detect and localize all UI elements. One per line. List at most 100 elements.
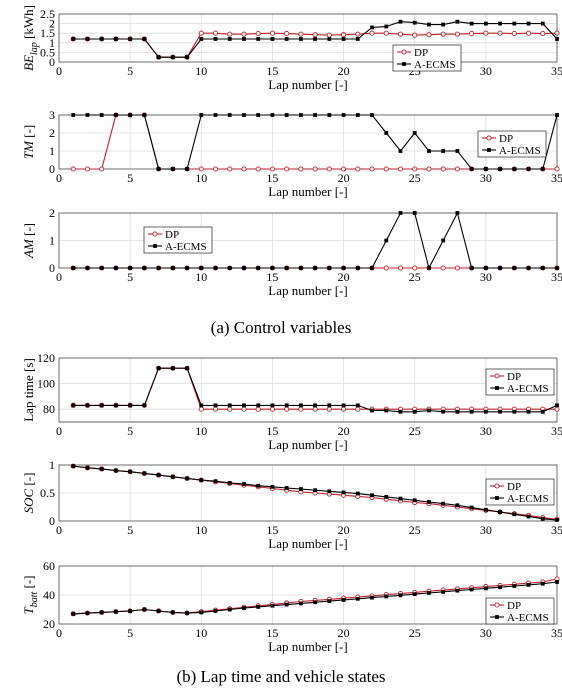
data-point-aecms (412, 131, 417, 135)
data-point-aecms (256, 604, 261, 609)
data-point-aecms (71, 611, 76, 616)
data-point-aecms (540, 581, 545, 586)
data-point-aecms (256, 37, 261, 41)
y-label-main: TM (21, 140, 36, 159)
data-point-aecms (71, 464, 76, 469)
y-label-main: T (21, 607, 36, 615)
data-point-aecms (156, 609, 161, 613)
data-point-aecms (85, 113, 90, 117)
x-axis-label: Lap number [-] (268, 639, 347, 654)
data-point-aecms (526, 582, 531, 587)
data-point-aecms (483, 167, 488, 171)
data-point-dp (298, 166, 304, 172)
data-point-dp (440, 166, 446, 172)
data-point-aecms (498, 21, 502, 26)
y-label-main: AM (21, 238, 36, 259)
data-point-aecms (370, 408, 374, 413)
data-point-dp (369, 166, 375, 172)
legend-box (485, 478, 555, 506)
data-point-aecms (199, 113, 204, 117)
data-point-aecms (427, 408, 431, 413)
data-point-aecms (427, 591, 431, 595)
data-point-aecms (469, 266, 474, 270)
data-point-dp (397, 166, 404, 172)
x-tick-label: 35 (551, 626, 562, 640)
data-point-aecms (170, 366, 175, 371)
data-point-aecms (355, 596, 360, 601)
data-point-aecms (256, 403, 261, 408)
data-point-aecms (114, 37, 118, 41)
x-tick-label: 10 (195, 626, 207, 640)
data-point-dp (412, 265, 418, 271)
data-point-aecms (270, 403, 275, 408)
data-point-aecms (227, 37, 232, 41)
data-point-aecms (284, 37, 289, 41)
data-point-aecms (498, 510, 502, 514)
data-point-aecms (142, 471, 147, 476)
data-point-aecms (270, 113, 275, 117)
x-tick-label: 30 (480, 523, 492, 537)
y-label-subscript: batt (29, 592, 40, 608)
data-point-dp (212, 406, 219, 412)
data-point-aecms (512, 512, 517, 517)
data-point-dp (454, 31, 460, 37)
legend-box (477, 130, 547, 158)
data-point-aecms (227, 607, 232, 612)
x-tick-label: 15 (266, 270, 278, 284)
data-point-aecms (85, 266, 90, 270)
x-axis-label: Lap number [-] (268, 184, 347, 199)
x-tick-label: 30 (480, 64, 492, 78)
data-point-aecms (540, 21, 545, 26)
x-tick-label: 20 (338, 523, 350, 537)
data-point-aecms (185, 167, 189, 171)
data-point-aecms (242, 113, 246, 117)
data-point-dp (426, 32, 432, 38)
data-point-dp (440, 265, 446, 271)
data-point-aecms (412, 498, 417, 503)
y-axis-label: BElap [kWh] (21, 5, 40, 71)
data-point-aecms (298, 37, 303, 41)
x-axis-label: Lap number [-] (268, 437, 347, 452)
data-point-dp (511, 31, 517, 37)
data-point-aecms (227, 481, 232, 485)
chart-laptime: 80 100 120 0 5 10 15 20 25 30 35 Lap number [-] Lap … (21, 351, 562, 452)
data-point-dp (241, 166, 247, 172)
y-axis-label: AM [-] (21, 223, 36, 259)
data-point-aecms (327, 489, 332, 494)
data-point-aecms (298, 113, 303, 117)
legend-marker-dp (494, 373, 500, 379)
data-point-aecms (270, 37, 275, 41)
data-point-dp (540, 31, 546, 37)
x-tick-label: 15 (266, 171, 278, 185)
data-point-aecms (71, 266, 76, 270)
data-point-aecms (199, 37, 204, 41)
data-point-aecms (85, 403, 90, 408)
data-point-aecms (498, 167, 502, 171)
data-point-aecms (469, 21, 474, 26)
data-point-aecms (441, 149, 446, 153)
x-tick-label: 15 (266, 523, 278, 537)
y-label-unit: [-] (21, 223, 36, 239)
data-point-dp (355, 166, 361, 172)
data-point-aecms (128, 113, 133, 117)
y-tick-label: 1 (49, 36, 55, 50)
y-label-subscript: lap (29, 42, 40, 55)
plot-area (58, 357, 558, 423)
x-axis-label: Lap number [-] (268, 77, 347, 92)
data-point-dp (227, 31, 233, 37)
data-point-aecms (313, 488, 318, 493)
x-tick-label: 30 (480, 270, 492, 284)
legend-marker-aecms (495, 386, 499, 390)
data-point-aecms (398, 409, 403, 414)
legend-marker-dp (494, 602, 500, 608)
data-point-dp (454, 166, 460, 172)
data-point-aecms (213, 609, 218, 613)
data-point-dp (312, 166, 318, 172)
data-point-dp (312, 32, 318, 38)
data-point-aecms (341, 113, 346, 117)
data-point-aecms (213, 479, 218, 484)
data-point-dp (426, 166, 432, 172)
x-tick-label: 30 (480, 626, 492, 640)
